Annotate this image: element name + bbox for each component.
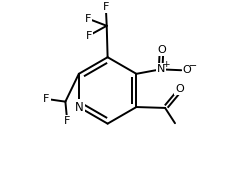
Text: O: O (174, 84, 183, 94)
Text: F: F (102, 2, 108, 12)
Text: +: + (161, 60, 169, 69)
Text: N: N (156, 64, 164, 74)
Text: O: O (181, 65, 190, 75)
Text: −: − (188, 61, 196, 71)
Text: F: F (64, 116, 70, 125)
Text: N: N (74, 101, 83, 114)
Text: O: O (156, 46, 165, 56)
Text: F: F (43, 94, 50, 104)
Text: F: F (84, 14, 91, 24)
Text: F: F (85, 31, 92, 41)
